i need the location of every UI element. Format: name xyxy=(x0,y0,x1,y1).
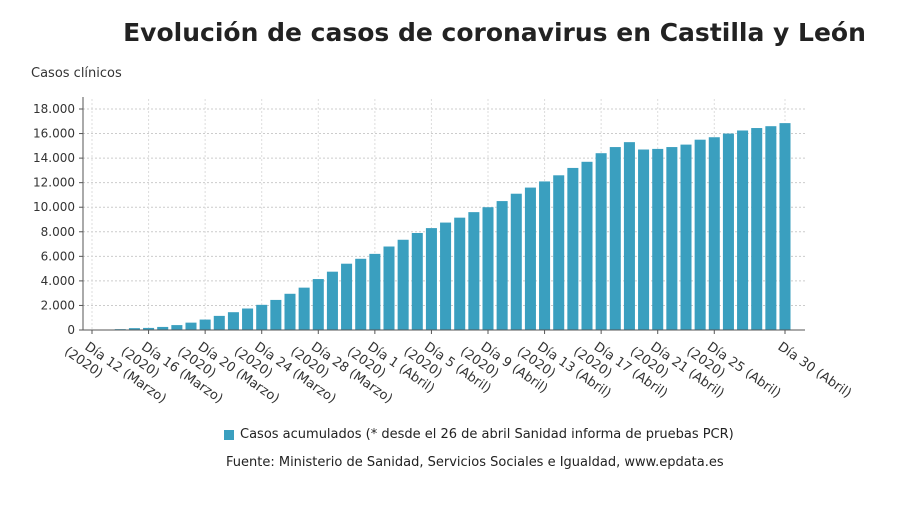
legend-label: Casos acumulados (* desde el 26 de abril… xyxy=(240,427,734,442)
bar xyxy=(326,271,338,330)
bar xyxy=(199,319,211,330)
bar xyxy=(256,304,268,330)
bar xyxy=(737,130,749,330)
bar xyxy=(157,326,169,330)
bar xyxy=(524,187,536,330)
bar xyxy=(411,233,423,330)
bar xyxy=(510,193,522,330)
chart-title: Evolución de casos de coronavirus en Cas… xyxy=(123,18,866,47)
bar xyxy=(553,175,565,330)
y-tick-label: 12.000 xyxy=(33,176,75,190)
bar xyxy=(171,325,183,330)
bar xyxy=(143,327,155,330)
y-tick-label: 14.000 xyxy=(33,151,75,165)
bar xyxy=(242,308,254,330)
bar xyxy=(581,161,593,330)
bar xyxy=(652,148,664,330)
y-tick-label: 2.000 xyxy=(41,298,75,312)
bar xyxy=(595,153,607,330)
bar xyxy=(185,322,197,330)
bar xyxy=(425,228,437,330)
y-axis-label: Casos clínicos xyxy=(31,66,122,81)
y-tick-label: 6.000 xyxy=(41,249,75,263)
bar xyxy=(751,128,763,330)
bar xyxy=(680,144,692,330)
bar xyxy=(694,139,706,330)
bar xyxy=(397,239,409,330)
bar xyxy=(708,137,720,330)
source-note: Fuente: Ministerio de Sanidad, Servicios… xyxy=(226,455,724,470)
y-tick-label: 16.000 xyxy=(33,127,75,141)
bar xyxy=(638,149,650,330)
bar xyxy=(213,315,225,330)
y-tick-label: 10.000 xyxy=(33,200,75,214)
bar xyxy=(623,142,635,330)
y-tick-label: 8.000 xyxy=(41,225,75,239)
y-tick-label: 0 xyxy=(67,323,75,337)
bar xyxy=(369,253,381,330)
legend: Casos acumulados (* desde el 26 de abril… xyxy=(224,427,734,442)
bar xyxy=(468,212,480,330)
y-tick-label: 18.000 xyxy=(33,102,75,116)
bar xyxy=(383,246,395,330)
bar xyxy=(482,207,494,330)
bar xyxy=(341,263,353,330)
bar xyxy=(539,181,551,330)
bar xyxy=(609,147,621,330)
bar xyxy=(666,147,678,330)
bar xyxy=(284,293,296,330)
bar xyxy=(722,133,734,330)
bar xyxy=(496,201,508,330)
bar xyxy=(298,287,310,330)
bar xyxy=(355,258,367,330)
bar xyxy=(312,279,324,330)
legend-swatch xyxy=(224,429,234,440)
bar xyxy=(765,126,777,330)
bar xyxy=(567,167,579,330)
bar xyxy=(440,222,452,330)
bar xyxy=(227,312,239,330)
bar xyxy=(128,328,140,330)
bar xyxy=(454,217,466,330)
bar xyxy=(270,299,282,330)
bar xyxy=(779,123,791,330)
x-tick-label: Día 30 (Abril) xyxy=(775,340,854,402)
y-tick-label: 4.000 xyxy=(41,274,75,288)
